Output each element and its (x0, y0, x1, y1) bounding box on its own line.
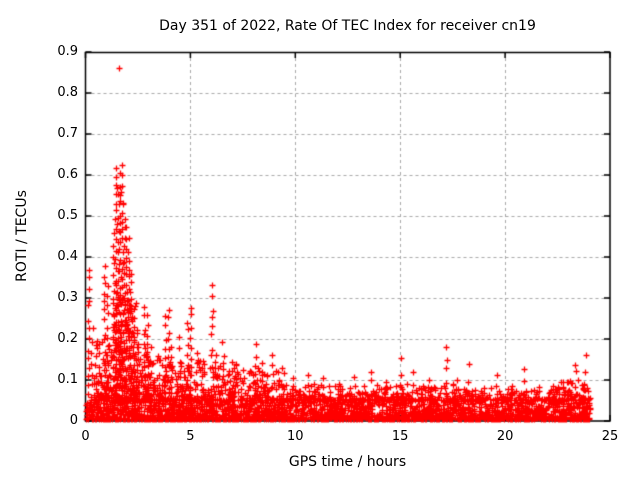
x-tick-label: 10 (287, 429, 304, 444)
x-tick-label: 25 (601, 429, 619, 444)
x-tick-label: 20 (496, 429, 514, 444)
y-tick-label: 0.2 (57, 331, 78, 346)
y-axis-label: ROTI / TECUs (14, 190, 30, 282)
x-tick-label: 5 (186, 429, 195, 444)
y-tick-label: 0 (69, 413, 78, 428)
y-tick-label: 0.3 (57, 290, 78, 305)
y-tick-label: 0.9 (57, 44, 78, 59)
y-tick-label: 0.4 (57, 249, 78, 264)
x-tick-label: 0 (81, 429, 90, 444)
y-tick-label: 0.8 (57, 85, 78, 100)
y-tick-label: 0.7 (57, 126, 78, 141)
y-tick-label: 0.6 (57, 167, 78, 182)
y-tick-label: 0.1 (57, 372, 78, 387)
x-tick-label: 15 (391, 429, 409, 444)
y-tick-label: 0.5 (57, 208, 78, 223)
x-axis-label: GPS time / hours (288, 454, 407, 470)
chart-title: Day 351 of 2022, Rate Of TEC Index for r… (159, 18, 536, 34)
